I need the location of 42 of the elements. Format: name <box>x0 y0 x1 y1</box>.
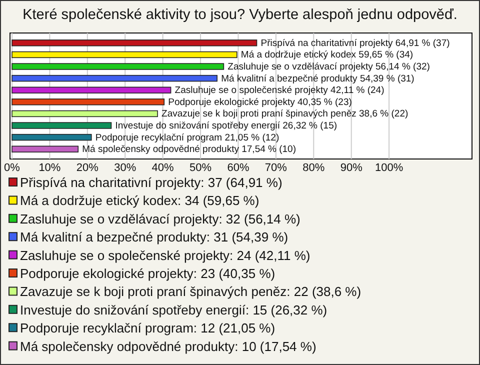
text: Zasluhuje se o vzdělávací projekty: 32 (56,14 %) <box>20 211 300 226</box>
text: Přispívá na charitativní projekty: 37 (64,91 %) <box>20 175 282 190</box>
x-tick-label: 70% <box>264 162 288 174</box>
category-label: Má společensky odpovědné produkty 17,54 % (10) <box>82 144 296 156</box>
x-tick-label: 50% <box>190 162 212 174</box>
text: Podporuje ekologické projekty: 23 (40,35 %) <box>20 266 276 281</box>
x-tick-label: 20% <box>76 162 99 174</box>
x-tick-label: 40% <box>152 162 174 174</box>
x-tick-label: 60% <box>227 162 250 174</box>
x-tick-label: 30% <box>114 162 136 174</box>
bar <box>12 98 165 106</box>
category-label: Má kvalitní a bezpečné produkty 54,39 % (31) <box>221 73 414 84</box>
x-tick-label: 10% <box>38 162 61 174</box>
category-label: Podporuje recyklační program 21,05 % (12) <box>95 132 280 144</box>
bar <box>12 40 258 46</box>
x-tick-label: 100% <box>374 162 404 174</box>
bar <box>12 110 158 118</box>
bar <box>12 134 92 141</box>
category-label: Má a dodržuje etický kodex 59,65 % (34) <box>240 50 414 61</box>
category-label: Podporuje ekologické projekty 40,35 % (23) <box>168 96 352 108</box>
bar <box>12 74 218 82</box>
bar <box>12 63 224 70</box>
category-label: Zasluhuje se o vzdělávací projekty 56,14 % (32) <box>228 62 430 72</box>
x-tick-label: 80% <box>302 162 325 174</box>
bar <box>12 51 238 58</box>
text: Zasluhuje se o společenské projekty: 24 (42,11 %) <box>20 248 310 263</box>
bar <box>12 146 79 152</box>
category-label: Zavazuje se k boji proti praní špinavých peněz 38,6 % (22) <box>162 108 408 120</box>
category-label: Investuje do snižování spotřeby energií 26,32 % (15) <box>115 120 338 132</box>
text: Má a dodržuje etický kodex: 34 (59,65 %) <box>20 193 260 208</box>
text: Zavazuje se k boji proti praní špinavých peněz: 22 (38,6 %) <box>20 284 362 300</box>
category-label: Přispívá na charitativní projekty 64,91 % (37) <box>260 38 450 49</box>
chart-title: Které společenské aktivity to jsou? Vyberte alespoň jednu odpověď. <box>22 7 458 23</box>
category-label: Zasluhuje se o společenské projekty 42,11 % (24) <box>174 85 384 96</box>
bar <box>12 122 112 129</box>
text: Investuje do snižování spotřeby energií: 15 (26,32 %) <box>20 302 328 318</box>
x-tick-label: 90% <box>340 162 363 174</box>
text: Podporuje recyklační program: 12 (21,05 %) <box>20 320 276 336</box>
text: Má kvalitní a bezpečné produkty: 31 (54,39 %) <box>20 230 288 245</box>
bar <box>12 86 172 94</box>
x-tick-label: 0% <box>4 162 20 174</box>
text: Má společensky odpovědné produkty: 10 (17,54 %) <box>20 338 316 354</box>
